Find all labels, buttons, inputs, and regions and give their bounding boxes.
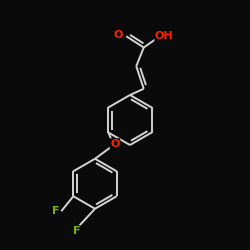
Text: O: O xyxy=(110,139,120,149)
Text: O: O xyxy=(114,30,123,40)
Text: OH: OH xyxy=(155,31,174,41)
Text: F: F xyxy=(52,206,60,216)
Text: F: F xyxy=(72,226,80,236)
